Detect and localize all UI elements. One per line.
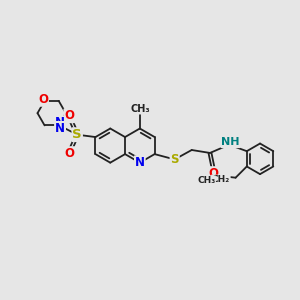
Text: CH₂: CH₂ bbox=[212, 175, 230, 184]
Text: N: N bbox=[55, 116, 65, 129]
Text: S: S bbox=[72, 128, 82, 141]
Text: O: O bbox=[64, 147, 74, 160]
Text: N: N bbox=[55, 122, 65, 135]
Text: N: N bbox=[135, 156, 145, 169]
Text: NH: NH bbox=[221, 137, 240, 147]
Text: S: S bbox=[170, 153, 179, 166]
Text: CH₃: CH₃ bbox=[197, 176, 215, 185]
Text: O: O bbox=[64, 109, 74, 122]
Text: O: O bbox=[38, 93, 48, 106]
Text: O: O bbox=[208, 167, 218, 180]
Text: CH₃: CH₃ bbox=[130, 104, 150, 114]
